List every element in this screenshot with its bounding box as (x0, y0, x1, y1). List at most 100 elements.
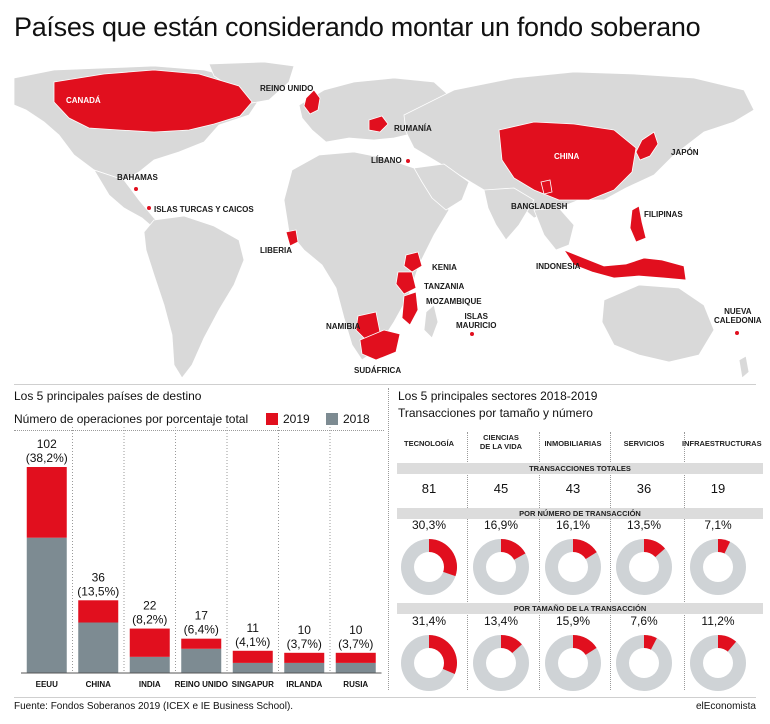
australia-shape (601, 284, 715, 363)
donut-number-label: 7,1% (704, 518, 732, 532)
india-shape (483, 187, 535, 241)
sector-total-value: 45 (493, 481, 509, 496)
donut-number (401, 539, 457, 595)
label-japon: JAPÓN (671, 148, 699, 157)
bar-category-label: CHINA (86, 680, 112, 689)
bar-value-label: 10 (298, 623, 312, 637)
donut-hole (486, 648, 516, 678)
map-divider (14, 384, 756, 385)
africa-shape (283, 151, 450, 361)
bar-category-label: RUSIA (343, 680, 368, 689)
bar-percent-label: (6,4%) (184, 623, 219, 637)
bar-2018 (232, 662, 273, 673)
bar-percent-label: (13,5%) (77, 584, 119, 598)
sector-header: CIENCIAS DE LA VIDA (479, 433, 523, 451)
donut-hole (558, 552, 588, 582)
bar-2018 (181, 648, 222, 673)
donut-size (401, 635, 457, 691)
bar-chart: 102(38,2%) EEUU 36(13,5%) CHINA 22(8,2%) INDI… (21, 427, 382, 689)
band-number: POR NÚMERO DE TRANSACCIÓN (397, 508, 763, 519)
bar-2019 (335, 652, 376, 663)
donut-size (473, 635, 529, 691)
sector-header: INMOBILIARIAS (544, 439, 602, 448)
label-nueva-caledonia: NUEVA CALEDONIA (714, 307, 762, 325)
bar-category-label: SINGAPUR (232, 680, 274, 689)
label-bangladesh: BANGLADESH (511, 202, 568, 211)
legend-2018-label: 2018 (343, 412, 370, 426)
legend-2018-swatch (326, 413, 338, 425)
sector-total-value: 43 (565, 481, 581, 496)
label-china: CHINA (554, 152, 580, 161)
sector-column-divider (610, 432, 611, 690)
donut-number (473, 539, 529, 595)
romania-shape (368, 115, 389, 133)
arabia-shape (413, 163, 470, 211)
japan-shape (635, 131, 659, 161)
legend-2019-swatch (266, 413, 278, 425)
label-indonesia: INDONESIA (536, 262, 581, 271)
bar-2018 (26, 537, 67, 673)
brand-logo: elEconomista (695, 701, 756, 712)
sector-header: SERVICIOS (623, 439, 665, 448)
bar-2019 (26, 467, 67, 538)
left-chart-subtitle: Número de operaciones por porcentaje tot… (14, 412, 249, 426)
donut-hole (414, 552, 444, 582)
page-title: Países que están considerando montar un … (14, 12, 701, 42)
donut-hole (629, 648, 659, 678)
new-zealand-shape (738, 355, 750, 379)
indonesia-shape (562, 249, 687, 281)
donut-number-label: 16,9% (483, 518, 519, 532)
label-reino-unido: REINO UNIDO (260, 84, 314, 93)
donut-number-label: 13,5% (626, 518, 662, 532)
bar-2018 (284, 662, 325, 673)
panel-divider (388, 388, 389, 690)
donut-size (616, 635, 672, 691)
donut-size-label: 7,6% (630, 614, 658, 628)
marker-islas-mauricio (470, 332, 474, 336)
bar-category-label: EEUU (36, 680, 58, 689)
uk-shape (303, 89, 321, 115)
band-size: POR TAMAÑO DE LA TRANSACCIÓN (397, 603, 763, 614)
donut-hole (703, 648, 733, 678)
bar-2018 (335, 662, 376, 673)
bar-2019 (232, 650, 273, 663)
sector-header: INFRAESTRUCTURAS (682, 439, 762, 448)
left-chart-title: Los 5 principales países de destino (14, 389, 202, 403)
tanzania-shape (395, 271, 417, 295)
china-shape (498, 121, 637, 201)
bar-value-label: 11 (247, 621, 260, 635)
bar-value-label: 17 (195, 609, 209, 623)
bar-2018 (78, 622, 119, 673)
donut-hole (414, 648, 444, 678)
sector-header: TECNOLOGÍA (404, 439, 454, 448)
sector-column-divider (684, 432, 685, 690)
label-islas-turcas: ISLAS TURCAS Y CAICOS (154, 205, 254, 214)
label-islas-mauricio: ISLAS MAURICIO (456, 312, 497, 330)
bangladesh-shape (540, 179, 553, 195)
world-map-svg (14, 61, 755, 379)
legend-2019-label: 2019 (283, 412, 310, 426)
sector-column-divider (539, 432, 540, 690)
bar-percent-label: (8,2%) (132, 613, 167, 627)
label-libano: LÍBANO (371, 156, 402, 165)
donut-number-label: 30,3% (411, 518, 447, 532)
south-america-shape (143, 215, 245, 379)
bar-category-label: INDIA (139, 680, 161, 689)
donut-number (545, 539, 601, 595)
label-filipinas: FILIPINAS (644, 210, 683, 219)
bar-percent-label: (3,7%) (287, 637, 322, 651)
donut-size-label: 11,2% (701, 614, 735, 628)
left-chart-top-rule (14, 430, 384, 431)
label-liberia: LIBERIA (260, 246, 292, 255)
bar-value-label: 102 (37, 437, 57, 451)
marker-libano (406, 159, 410, 163)
world-map: CANADÁ REINO UNIDO RUMANÍA LÍBANO CHINA … (14, 60, 762, 382)
label-tanzania: TANZANIA (424, 282, 465, 291)
bar-2019 (284, 652, 325, 663)
bar-2019 (181, 638, 222, 649)
band-total: TRANSACCIONES TOTALES (397, 463, 763, 474)
southafrica-shape (359, 329, 401, 361)
label-mozambique: MOZAMBIQUE (426, 297, 482, 306)
label-rumania: RUMANÍA (394, 124, 432, 133)
bar-percent-label: (3,7%) (338, 637, 373, 651)
